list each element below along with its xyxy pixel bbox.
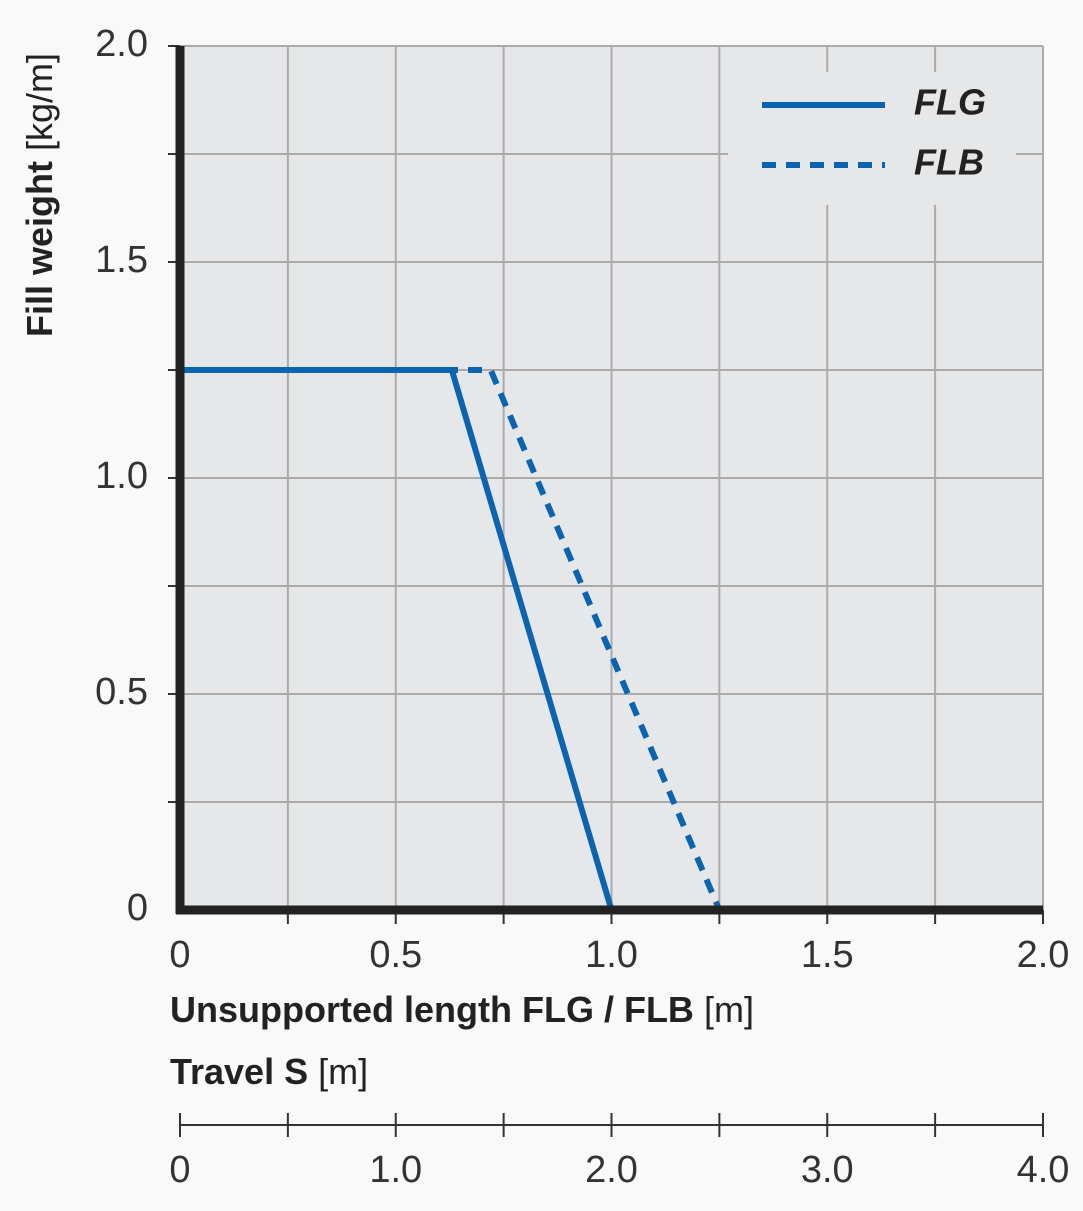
x2-axis-label: Travel S [m] <box>170 1051 368 1092</box>
y-axis-label: Fill weight [kg/m] <box>19 53 60 337</box>
x2-tick-label: 3.0 <box>801 1149 854 1191</box>
y-tick-label: 1.5 <box>95 239 148 281</box>
x2-tick-label: 1.0 <box>369 1149 422 1191</box>
x-tick-label: 0.5 <box>369 934 422 976</box>
x-tick-label: 1.0 <box>585 934 638 976</box>
legend-label: FLG <box>914 82 986 123</box>
x2-tick-label: 2.0 <box>585 1149 638 1191</box>
y-tick-label: 2.0 <box>95 23 148 65</box>
x-tick-label: 2.0 <box>1017 934 1070 976</box>
x-axis-label: Unsupported length FLG / FLB [m] <box>170 989 754 1030</box>
x2-tick-label: 0 <box>169 1149 190 1191</box>
y-tick-label: 1.0 <box>95 455 148 497</box>
x-tick-label: 1.5 <box>801 934 854 976</box>
x2-tick-label: 4.0 <box>1017 1149 1070 1191</box>
legend-label: FLB <box>914 142 984 183</box>
line-series <box>180 367 723 912</box>
y-tick-label: 0.5 <box>95 671 148 713</box>
x-tick-label: 0 <box>169 934 190 976</box>
legend-box <box>728 72 1016 205</box>
y-tick-label: 0 <box>127 887 148 929</box>
